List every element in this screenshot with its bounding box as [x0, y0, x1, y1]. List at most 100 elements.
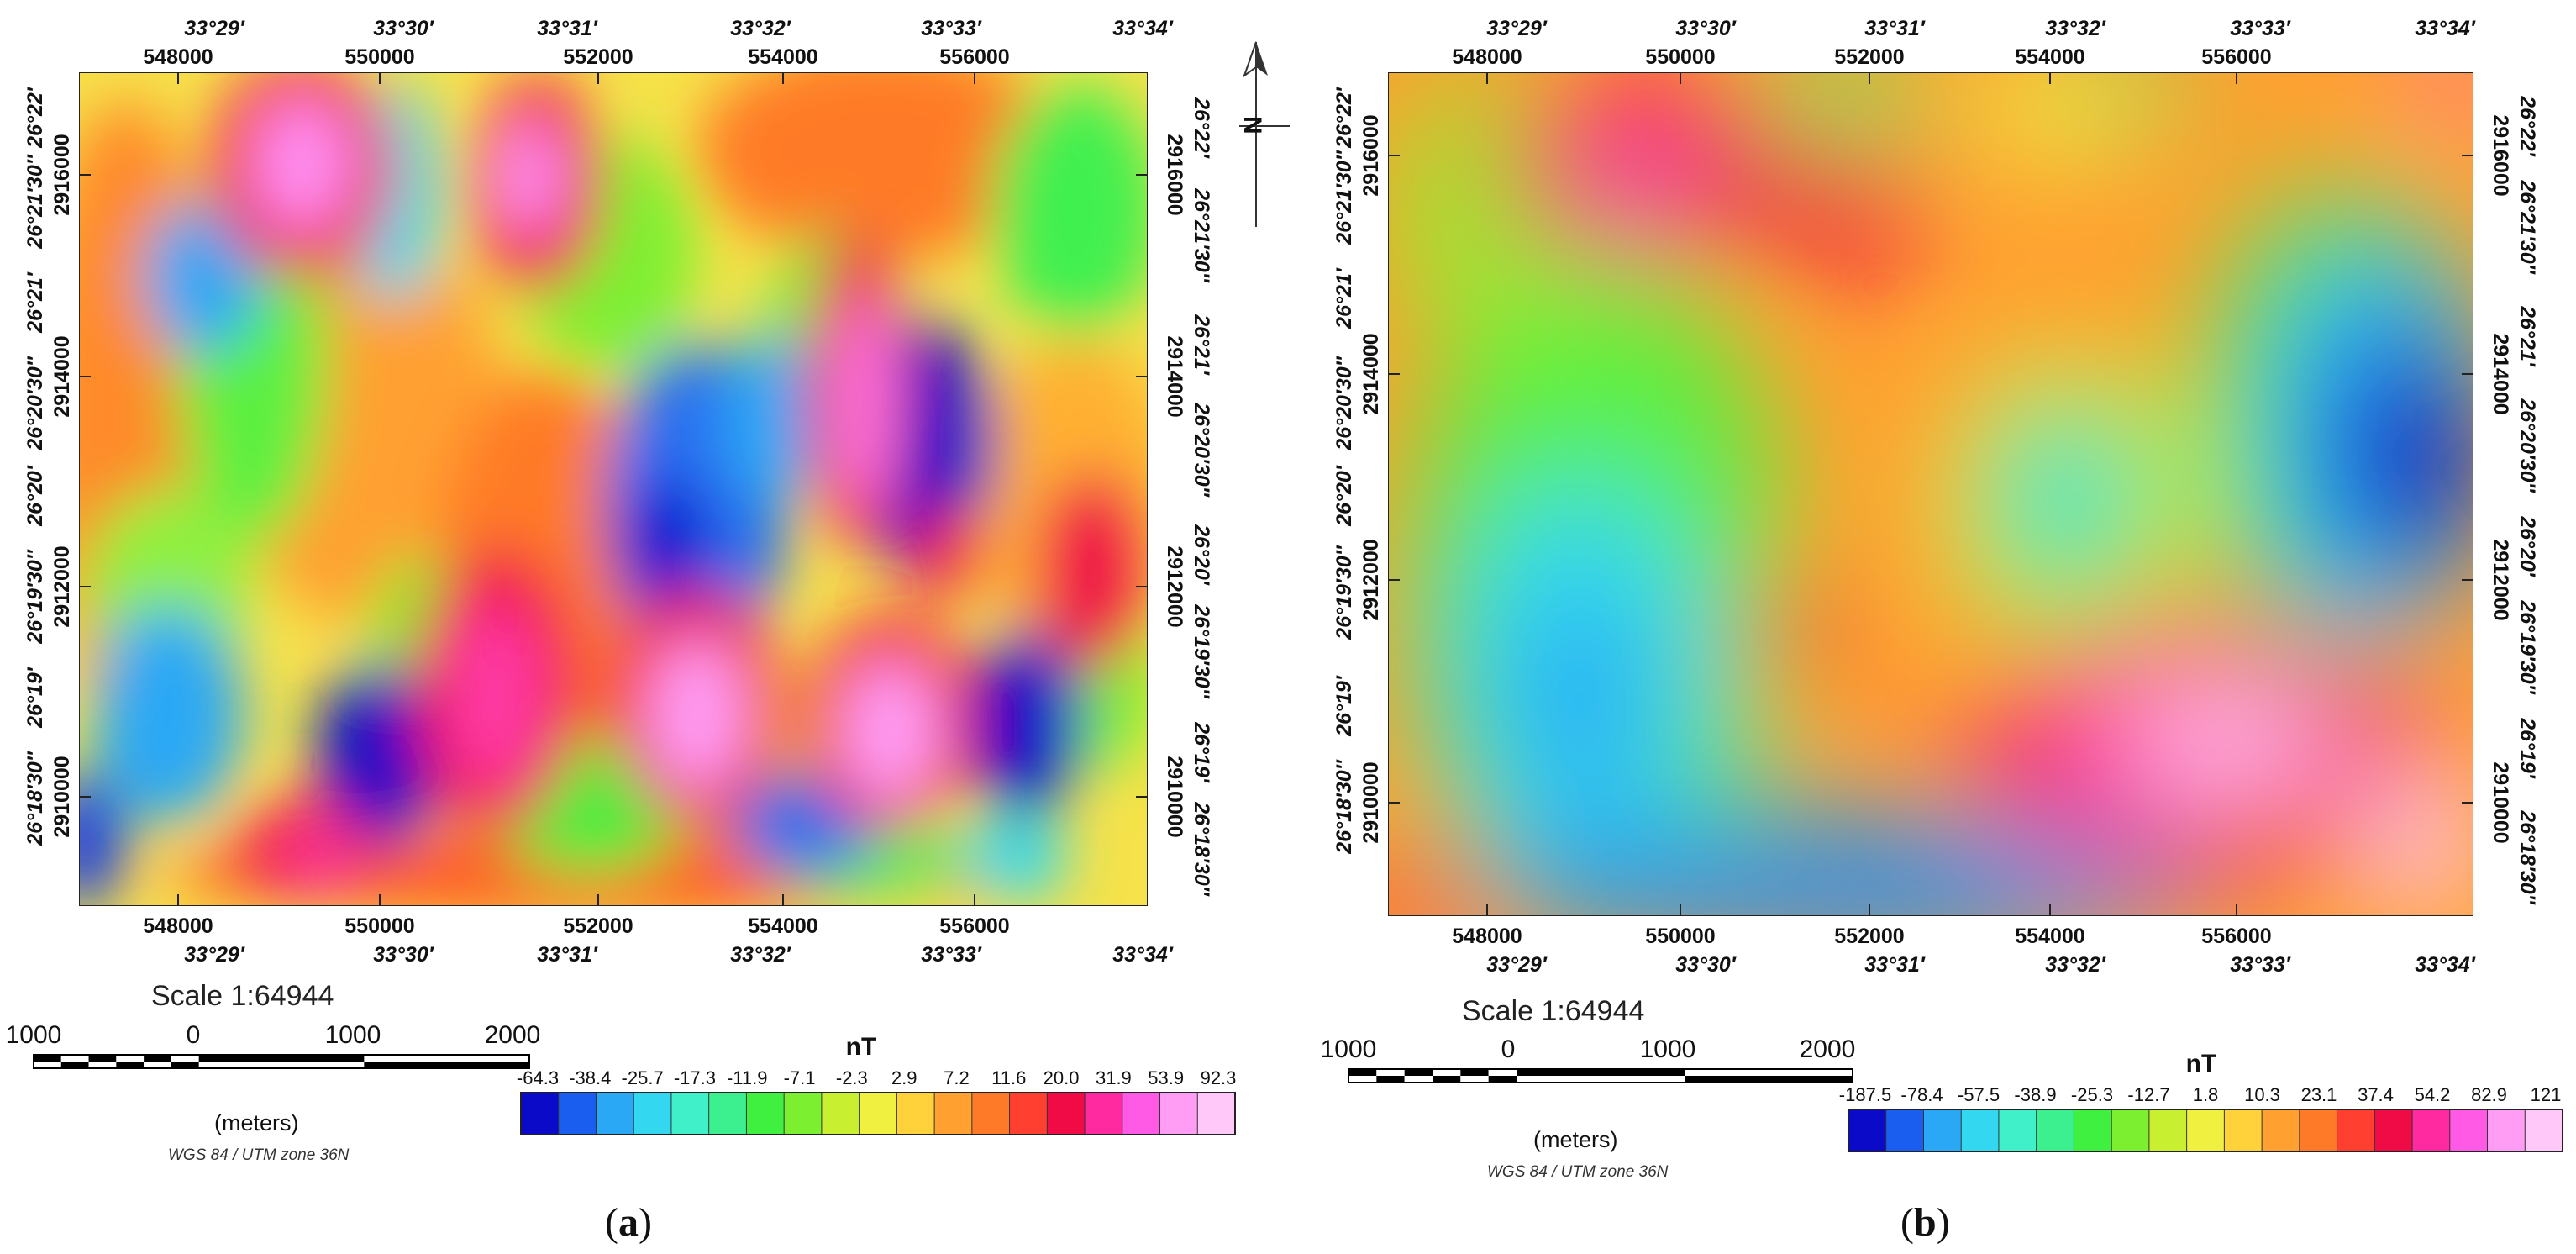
colorbar-swatch: [896, 1093, 935, 1135]
geo-y-tick-right: 26°22′: [2516, 95, 2539, 157]
colorbar-swatch: [1998, 1109, 2037, 1151]
colorbar-swatch: [2111, 1109, 2150, 1151]
colorbar-label: 23.1: [2301, 1084, 2337, 1105]
scalebar-segment: [144, 1062, 171, 1068]
colorbar-swatch: [746, 1093, 785, 1135]
colorbar-label: 82.9: [2471, 1084, 2507, 1105]
utm-x-tick-bottom: 556000: [2201, 925, 2271, 948]
geo-x-tick-bottom: 33°29′: [1486, 953, 1548, 977]
colorbar-label: 2.9: [891, 1067, 917, 1088]
geo-x-tick-bottom: 33°34′: [1112, 943, 1174, 967]
scalebar-segment: [1685, 1076, 1853, 1083]
utm-y-tick-right: 2916000: [2489, 114, 2512, 196]
colorbar-label: 10.3: [2244, 1084, 2280, 1105]
scalebar-segment: [1348, 1069, 1377, 1076]
geo-x-tick-top: 33°32′: [2045, 17, 2106, 40]
geo-x-tick-top: 33°34′: [1112, 17, 1174, 40]
projection-label: WGS 84 / UTM zone 36N: [168, 1146, 350, 1164]
colorbar-label: -11.9: [727, 1067, 768, 1088]
colorbar-swatch: [2299, 1109, 2338, 1151]
geo-y-tick-left: 26°20′: [1333, 465, 1356, 527]
scalebar-segment: [1376, 1076, 1405, 1083]
geo-x-tick-top: 33°30′: [1675, 17, 1737, 40]
utm-x-tick-top: 550000: [344, 45, 414, 69]
geo-y-tick-right: 26°19′: [1190, 721, 1213, 783]
geo-y-tick-left: 26°21′30″: [24, 154, 47, 249]
utm-x-tick-top: 554000: [748, 45, 817, 69]
north-letter: N: [1238, 116, 1266, 134]
geo-y-tick-right: 26°21′30″: [2516, 179, 2539, 274]
colorbar-swatch: [1961, 1109, 2000, 1151]
colorbar-label: -25.3: [2071, 1084, 2113, 1105]
colorbar-label: 11.6: [991, 1067, 1026, 1088]
geo-y-tick-right: 26°19′30″: [1190, 603, 1213, 698]
scalebar-segment: [1488, 1069, 1517, 1076]
utm-y-tick-right: 2916000: [1163, 134, 1186, 215]
colorbar-label: -7.1: [784, 1067, 816, 1088]
scalebar-segment: [116, 1062, 145, 1068]
scalebar-segment: [171, 1062, 199, 1068]
utm-x-tick-top: 548000: [1452, 45, 1522, 69]
geo-y-tick-left: 26°20′30″: [1333, 356, 1356, 450]
colorbar-label: 54.2: [2415, 1084, 2451, 1105]
colorbar-swatch: [708, 1093, 747, 1135]
utm-y-tick-left: 2916000: [50, 134, 74, 215]
colorbar-swatch: [2262, 1109, 2300, 1151]
geo-y-tick-left: 26°20′30″: [24, 356, 47, 450]
geo-x-tick-bottom: 33°32′: [2045, 953, 2106, 977]
geo-y-tick-right: 26°19′: [2516, 717, 2539, 779]
anomaly-map-b: [1388, 72, 2473, 916]
geo-x-tick-bottom: 33°31′: [1864, 953, 1926, 977]
geo-x-tick-top: 33°30′: [373, 17, 434, 40]
scalebar-segment: [88, 1055, 117, 1062]
utm-x-tick-top: 554000: [2015, 45, 2084, 69]
geo-x-tick-bottom: 33°29′: [184, 943, 245, 967]
scalebar-segment: [88, 1062, 117, 1068]
scalebar-label: 0: [1501, 1035, 1516, 1063]
colorbar-swatch: [821, 1093, 860, 1135]
scalebar-segment: [1460, 1069, 1489, 1076]
svg-text:(b): (b): [1900, 1200, 1950, 1245]
scalebar-segment: [1433, 1069, 1461, 1076]
geo-y-tick-left: 26°19′30″: [1333, 545, 1356, 640]
colorbar-swatch: [596, 1093, 634, 1135]
geo-y-tick-right: 26°19′30″: [2516, 599, 2539, 694]
colorbar-swatch: [2224, 1109, 2263, 1151]
colorbar-swatch: [1923, 1109, 1962, 1151]
svg-text:(a): (a): [605, 1200, 652, 1245]
colorbar-label: -57.5: [1958, 1084, 2000, 1105]
scalebar-segment: [60, 1062, 89, 1068]
colorbar-swatch: [1159, 1093, 1198, 1135]
geo-y-tick-left: 26°18′30″: [1333, 759, 1356, 854]
geo-y-tick-right: 26°18′30″: [1190, 801, 1213, 896]
colorbar-swatch: [859, 1093, 897, 1135]
colorbar-swatch: [971, 1093, 1011, 1135]
geo-x-tick-bottom: 33°32′: [730, 943, 791, 967]
scalebar-segment: [34, 1055, 61, 1062]
colorbar-label: -25.7: [622, 1067, 664, 1088]
scalebar-segment: [1460, 1076, 1489, 1083]
utm-y-tick-left: 2914000: [50, 335, 74, 417]
utm-x-tick-top: 556000: [2201, 45, 2271, 69]
geo-x-tick-top: 33°33′: [921, 17, 982, 40]
utm-x-tick-top: 556000: [939, 45, 1009, 69]
colorbar-label: -38.4: [569, 1067, 611, 1088]
colorbar-swatch: [2074, 1109, 2112, 1151]
scalebar-segment: [364, 1062, 529, 1068]
geo-y-tick-right: 26°21′30″: [1190, 187, 1213, 282]
scalebar-label: 1000: [1640, 1035, 1696, 1063]
utm-y-tick-left: 2916000: [1359, 114, 1383, 196]
geo-x-tick-bottom: 33°33′: [921, 943, 982, 967]
colorbar-swatch: [2036, 1109, 2074, 1151]
colorbar-label: 1.8: [2193, 1084, 2219, 1105]
scalebar-segment: [1488, 1076, 1517, 1083]
scalebar-frame: [1348, 1068, 1853, 1083]
colorbar-label: 92.3: [1201, 1067, 1237, 1088]
geo-y-tick-left: 26°19′: [24, 667, 47, 729]
colorbar-label: -2.3: [836, 1067, 868, 1088]
geo-y-tick-right: 26°18′30″: [2516, 809, 2539, 904]
colorbar-label: -64.3: [517, 1067, 559, 1088]
colorbar-frame: [1848, 1109, 2563, 1152]
panel-a: 548000 548000 550000 550000 552000 552000 5540…: [24, 17, 1213, 967]
scalebar-segment: [60, 1055, 89, 1062]
